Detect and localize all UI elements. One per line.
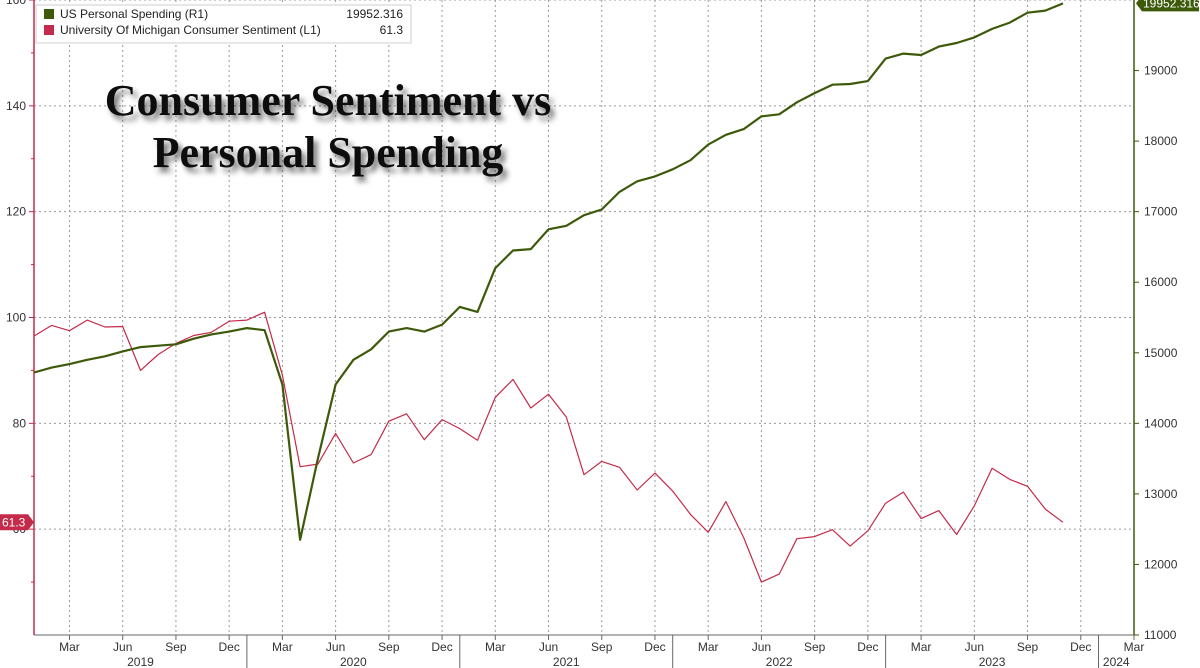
x-tick-label: Sep [804, 640, 826, 654]
chart-title-line: Personal Spending [153, 128, 504, 177]
left-axis-labels: 6080100120140160 [6, 0, 26, 536]
legend: US Personal Spending (R1) 19952.316 Univer… [36, 5, 411, 43]
left-tick-label: 120 [6, 205, 26, 219]
year-label: 2024 [1103, 655, 1130, 668]
right-tick-label: 19000 [1144, 64, 1178, 78]
x-tick-label: Sep [1017, 640, 1039, 654]
chart-title-line: Consumer Sentiment vs [105, 76, 552, 125]
x-tick-label: Dec [644, 640, 665, 654]
right-tick-label: 14000 [1144, 416, 1178, 430]
right-tick-label: 17000 [1144, 205, 1178, 219]
legend-swatch [44, 25, 54, 35]
x-tick-label: Dec [857, 640, 878, 654]
left-tick-label: 140 [6, 99, 26, 113]
x-tick-label: Jun [965, 640, 984, 654]
year-label: 2020 [340, 655, 367, 668]
x-tick-label: Jun [113, 640, 132, 654]
right-tick-label: 11000 [1144, 628, 1177, 642]
legend-last-value: 19952.316 [346, 7, 403, 21]
x-tick-label: Jun [752, 640, 771, 654]
right-tick-label: 18000 [1144, 134, 1178, 148]
x-tick-label: Mar [698, 640, 719, 654]
left-tick-label: 100 [6, 311, 26, 325]
left-tick-label: 160 [6, 0, 26, 7]
spending-last-value-text: 19952.316 [1143, 0, 1200, 10]
x-tick-label: Sep [378, 640, 400, 654]
year-label: 2022 [766, 655, 793, 668]
right-tick-label: 12000 [1144, 557, 1178, 571]
right-tick-label: 16000 [1144, 275, 1178, 289]
right-tick-label: 15000 [1144, 346, 1178, 360]
x-tick-label: Mar [272, 640, 293, 654]
x-tick-label: Sep [591, 640, 613, 654]
x-tick-label: Jun [326, 640, 345, 654]
x-tick-label: Dec [218, 640, 239, 654]
legend-last-value: 61.3 [380, 23, 404, 37]
right-tick-label: 13000 [1144, 487, 1178, 501]
left-tick-label: 80 [13, 416, 27, 430]
legend-label: US Personal Spending (R1) [60, 7, 208, 21]
legend-swatch [44, 9, 54, 19]
x-tick-label: Dec [431, 640, 452, 654]
year-label: 2023 [979, 655, 1006, 668]
x-tick-label: Sep [165, 640, 187, 654]
legend-label: University Of Michigan Consumer Sentimen… [60, 23, 321, 37]
year-label: 2019 [127, 655, 154, 668]
x-tick-label: Mar [911, 640, 932, 654]
year-label: 2021 [553, 655, 580, 668]
x-tick-label: Mar [485, 640, 506, 654]
x-tick-label: Jun [539, 640, 558, 654]
x-tick-label: Dec [1070, 640, 1091, 654]
x-tick-label: Mar [59, 640, 80, 654]
right-axis-labels: 11000 12000 13000 14000 15000 16000 17000 18000… [1144, 64, 1178, 642]
x-tick-label: Mar [1124, 640, 1145, 654]
sentiment-last-value-text: 61.3 [2, 515, 26, 529]
x-axis-labels: Mar Jun Sep Dec Mar Jun Sep Dec Mar Jun Sep Dec Mar J… [59, 640, 1144, 668]
